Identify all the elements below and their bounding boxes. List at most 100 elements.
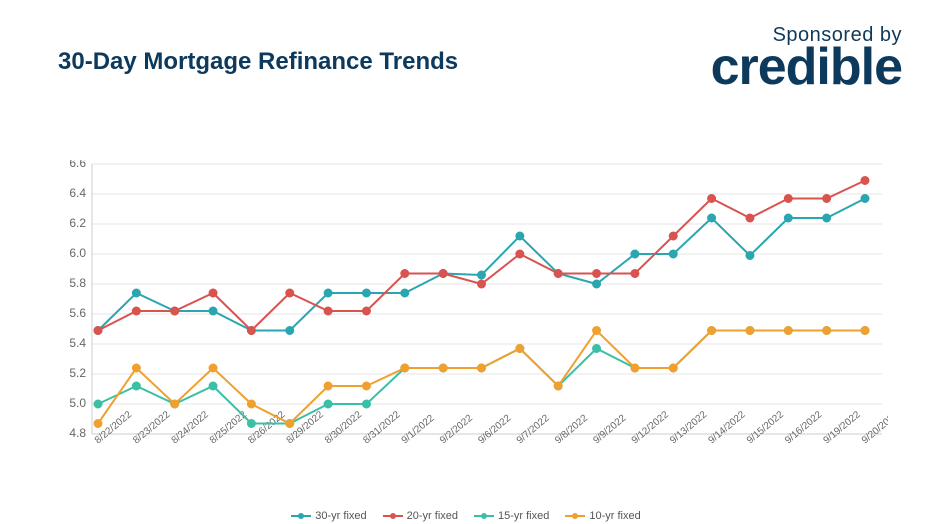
sponsor-block: Sponsored by credible: [711, 24, 902, 93]
series-marker: [477, 280, 485, 288]
series-marker: [401, 289, 409, 297]
series-marker: [286, 327, 294, 335]
series-marker: [324, 307, 332, 315]
legend-label: 20-yr fixed: [407, 510, 458, 522]
series-marker: [171, 400, 179, 408]
series-marker: [631, 250, 639, 258]
series-marker: [669, 232, 677, 240]
series-marker: [171, 307, 179, 315]
series-marker: [593, 280, 601, 288]
legend-item: 15-yr fixed: [474, 510, 549, 522]
y-tick-label: 5.4: [69, 336, 86, 350]
x-tick-label: 9/16/2022: [783, 409, 824, 446]
series-marker: [593, 327, 601, 335]
series-marker: [516, 345, 524, 353]
legend: 30-yr fixed 20-yr fixed 15-yr fixed 10-yr f…: [0, 508, 932, 522]
line-chart-svg: 4.85.05.25.45.65.86.06.26.46.68/22/20228…: [58, 160, 888, 478]
x-tick-label: 9/12/2022: [630, 409, 671, 446]
series-marker: [746, 252, 754, 260]
series-marker: [784, 195, 792, 203]
x-tick-label: 9/19/2022: [821, 409, 862, 446]
series-marker: [746, 327, 754, 335]
series-marker: [401, 270, 409, 278]
x-tick-label: 9/1/2022: [400, 413, 437, 447]
legend-swatch: [474, 515, 494, 517]
y-tick-label: 6.2: [69, 216, 86, 230]
sponsor-brand: credible: [711, 41, 902, 93]
x-tick-label: 9/15/2022: [745, 409, 786, 446]
legend-swatch: [565, 515, 585, 517]
series-marker: [132, 382, 140, 390]
x-tick-label: 9/6/2022: [476, 413, 513, 447]
legend-item: 10-yr fixed: [565, 510, 640, 522]
series-marker: [247, 420, 255, 428]
chart-card: 30-Day Mortgage Refinance Trends Sponsor…: [0, 0, 932, 524]
legend-swatch: [383, 515, 403, 517]
series-marker: [362, 400, 370, 408]
series-marker: [784, 327, 792, 335]
legend-label: 30-yr fixed: [315, 510, 366, 522]
series-marker: [631, 270, 639, 278]
x-tick-label: 9/7/2022: [515, 413, 552, 447]
series-marker: [708, 327, 716, 335]
legend-label: 10-yr fixed: [589, 510, 640, 522]
series-marker: [209, 289, 217, 297]
series-marker: [669, 364, 677, 372]
y-tick-label: 6.6: [69, 160, 86, 170]
series-marker: [401, 364, 409, 372]
series-marker: [94, 327, 102, 335]
series-marker: [324, 400, 332, 408]
series-marker: [593, 345, 601, 353]
legend-item: 20-yr fixed: [383, 510, 458, 522]
series-marker: [286, 289, 294, 297]
series-marker: [708, 214, 716, 222]
series-marker: [861, 327, 869, 335]
y-tick-label: 5.2: [69, 366, 86, 380]
y-tick-label: 5.6: [69, 306, 86, 320]
series-marker: [132, 307, 140, 315]
y-tick-label: 6.0: [69, 246, 86, 260]
series-marker: [209, 364, 217, 372]
series-marker: [554, 270, 562, 278]
x-tick-label: 9/8/2022: [553, 413, 590, 447]
legend-swatch: [291, 515, 311, 517]
series-marker: [439, 270, 447, 278]
series-marker: [247, 327, 255, 335]
series-marker: [209, 307, 217, 315]
series-marker: [823, 214, 831, 222]
series-marker: [94, 400, 102, 408]
series-marker: [861, 195, 869, 203]
series-marker: [439, 364, 447, 372]
series-marker: [324, 289, 332, 297]
series-marker: [247, 400, 255, 408]
y-tick-label: 5.8: [69, 276, 86, 290]
series-marker: [362, 307, 370, 315]
x-tick-label: 8/24/2022: [170, 409, 211, 446]
series-marker: [362, 382, 370, 390]
series-marker: [516, 250, 524, 258]
legend-label: 15-yr fixed: [498, 510, 549, 522]
series-marker: [784, 214, 792, 222]
series-marker: [708, 195, 716, 203]
series-marker: [669, 250, 677, 258]
series-marker: [631, 364, 639, 372]
series-marker: [324, 382, 332, 390]
series-marker: [516, 232, 524, 240]
x-tick-label: 8/31/2022: [361, 409, 402, 446]
x-tick-label: 9/2/2022: [438, 413, 475, 447]
y-tick-label: 5.0: [69, 396, 86, 410]
series-marker: [554, 382, 562, 390]
series-marker: [362, 289, 370, 297]
series-marker: [593, 270, 601, 278]
series-marker: [132, 289, 140, 297]
series-marker: [861, 177, 869, 185]
x-tick-label: 9/13/2022: [668, 409, 709, 446]
series-marker: [94, 420, 102, 428]
series-marker: [477, 271, 485, 279]
y-tick-label: 6.4: [69, 186, 86, 200]
series-marker: [209, 382, 217, 390]
series-marker: [477, 364, 485, 372]
chart-title: 30-Day Mortgage Refinance Trends: [58, 48, 458, 76]
series-marker: [823, 327, 831, 335]
legend-item: 30-yr fixed: [291, 510, 366, 522]
